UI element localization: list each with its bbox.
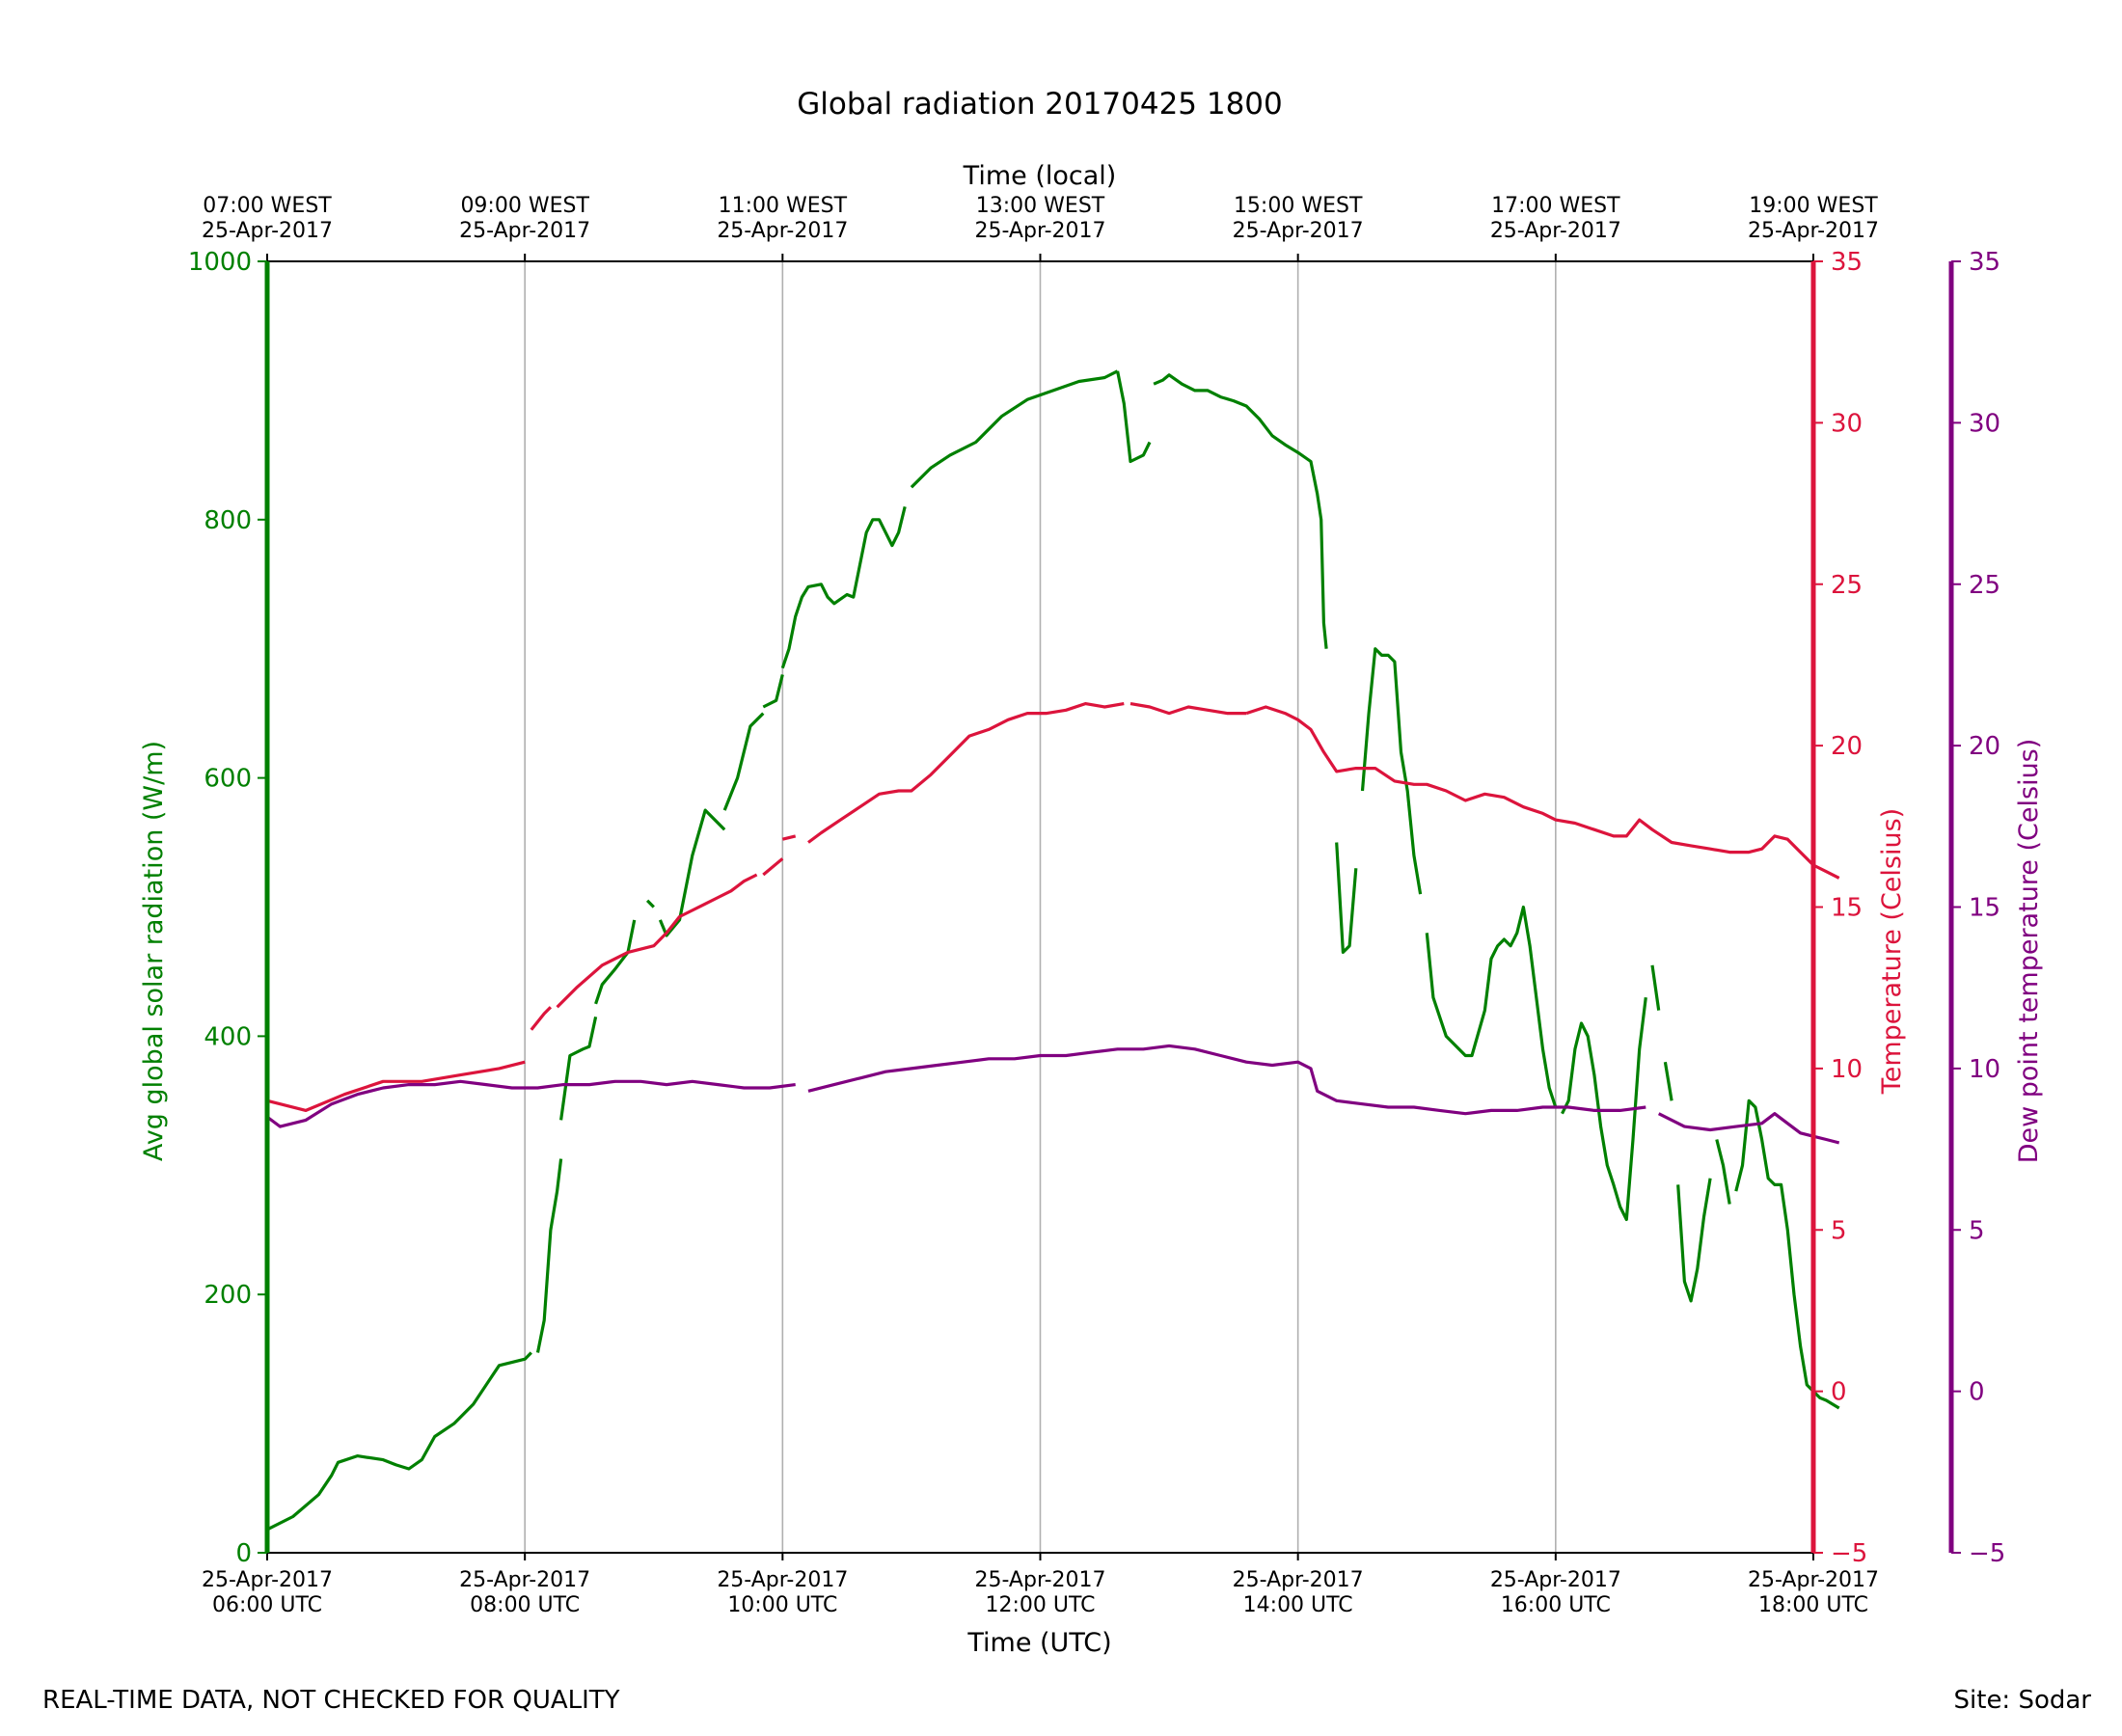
x-tick-label-top: 25-Apr-2017 — [1233, 219, 1364, 243]
temperature-tick-label: −5 — [1831, 1539, 1867, 1568]
x-tick-label-bottom: 10:00 UTC — [727, 1593, 837, 1617]
dewpoint-tick-label: 30 — [1969, 409, 2000, 438]
x-tick-label-top: 11:00 WEST — [719, 194, 848, 218]
x-tick-label-bottom: 25-Apr-2017 — [974, 1568, 1105, 1592]
x-tick-label-top: 13:00 WEST — [976, 194, 1105, 218]
series-line-radiation — [658, 808, 726, 937]
dewpoint-tick-label: 10 — [1969, 1055, 2000, 1084]
x-tick-label-top: 19:00 WEST — [1749, 194, 1878, 218]
quality-disclaimer: REAL-TIME DATA, NOT CHECKED FOR QUALITY — [42, 1686, 620, 1715]
bottom-axis-label: Time (UTC) — [966, 1628, 1111, 1658]
temperature-tick-label: 10 — [1831, 1055, 1863, 1084]
series-line-radiation — [762, 674, 784, 709]
x-tick-label-bottom: 25-Apr-2017 — [202, 1568, 333, 1592]
series-line-radiation — [910, 369, 1119, 489]
series-line-temperature — [781, 834, 797, 841]
series-line-temperature — [762, 857, 784, 877]
dewpoint-tick-label: 0 — [1969, 1378, 1985, 1407]
grid-layer — [524, 261, 1557, 1553]
x-tick-label-top: 25-Apr-2017 — [459, 219, 590, 243]
series-line-radiation — [1650, 964, 1661, 1011]
series-line-radiation — [722, 712, 765, 811]
radiation-tick-label: 600 — [204, 765, 252, 794]
x-tick-label-top: 17:00 WEST — [1491, 194, 1620, 218]
x-tick-label-top: 15:00 WEST — [1234, 194, 1363, 218]
x-tick-label-top: 25-Apr-2017 — [202, 219, 333, 243]
series-line-temperature — [807, 702, 1125, 844]
series-line-radiation — [780, 506, 907, 669]
series-line-radiation — [535, 1158, 563, 1353]
series-line-radiation — [266, 1351, 532, 1532]
x-tick-label-bottom: 25-Apr-2017 — [459, 1568, 590, 1592]
x-tick-label-bottom: 16:00 UTC — [1501, 1593, 1611, 1617]
series-line-radiation — [1153, 373, 1328, 649]
dewpoint-tick-label: 25 — [1969, 571, 2000, 600]
x-tick-label-bottom: 18:00 UTC — [1758, 1593, 1868, 1617]
dewpoint-tick-label: 35 — [1969, 248, 2000, 277]
temperature-tick-label: 5 — [1831, 1216, 1847, 1245]
series-layer — [266, 369, 1840, 1532]
series-line-temperature — [1245, 705, 1840, 880]
radiation-tick-label: 1000 — [188, 248, 252, 277]
x-tick-label-bottom: 25-Apr-2017 — [1490, 1568, 1621, 1592]
series-line-dewpoint — [1657, 1112, 1840, 1145]
x-tick-label-top: 25-Apr-2017 — [974, 219, 1105, 243]
dewpoint-axis-label: Dew point temperature (Celsius) — [2014, 739, 2044, 1164]
series-line-temperature — [530, 1006, 553, 1031]
dewpoint-tick-label: −5 — [1969, 1539, 2005, 1568]
radiation-axis-label: Avg global solar radiation (W/m) — [139, 741, 169, 1161]
series-line-radiation — [1335, 842, 1358, 954]
x-tick-label-bottom: 25-Apr-2017 — [1748, 1568, 1879, 1592]
x-tick-label-top: 25-Apr-2017 — [1490, 219, 1621, 243]
dewpoint-tick-label: 5 — [1969, 1216, 1985, 1245]
series-line-temperature — [1129, 702, 1247, 716]
x-tick-label-top: 25-Apr-2017 — [1748, 219, 1879, 243]
series-line-radiation — [1116, 370, 1152, 464]
x-tick-label-bottom: 08:00 UTC — [470, 1593, 580, 1617]
dewpoint-tick-label: 15 — [1969, 894, 2000, 923]
temperature-tick-label: 0 — [1831, 1378, 1847, 1407]
temperature-axis-label: Temperature (Celsius) — [1877, 808, 1907, 1095]
series-line-radiation — [559, 1016, 598, 1121]
temperature-tick-label: 30 — [1831, 409, 1863, 438]
series-line-radiation — [1663, 1061, 1673, 1101]
series-line-radiation — [1425, 905, 1558, 1108]
radiation-tick-label: 200 — [204, 1281, 252, 1310]
series-line-radiation — [594, 919, 637, 1005]
radiation-tick-label: 800 — [204, 506, 252, 535]
temperature-tick-label: 15 — [1831, 894, 1863, 923]
temperature-tick-label: 20 — [1831, 732, 1863, 761]
series-line-radiation — [1360, 647, 1423, 895]
radiation-tick-label: 400 — [204, 1022, 252, 1051]
series-line-dewpoint — [266, 1079, 796, 1128]
x-tick-label-bottom: 12:00 UTC — [985, 1593, 1095, 1617]
series-line-temperature — [266, 1060, 526, 1112]
top-axis-label: Time (local) — [963, 161, 1117, 191]
x-tick-label-bottom: 25-Apr-2017 — [717, 1568, 848, 1592]
series-line-radiation — [1715, 1139, 1731, 1205]
x-tick-label-bottom: 25-Apr-2017 — [1233, 1568, 1364, 1592]
x-tick-label-bottom: 14:00 UTC — [1243, 1593, 1353, 1617]
series-line-radiation — [645, 899, 655, 909]
temperature-tick-label: 25 — [1831, 571, 1863, 600]
chart-title: Global radiation 20170425 1800 — [797, 87, 1283, 122]
series-line-radiation — [1676, 1178, 1712, 1303]
x-tick-label-top: 25-Apr-2017 — [717, 219, 848, 243]
series-line-temperature — [556, 873, 758, 1009]
x-tick-label-bottom: 06:00 UTC — [212, 1593, 322, 1617]
series-line-radiation — [1734, 1099, 1840, 1410]
x-tick-label-top: 09:00 WEST — [460, 194, 589, 218]
site-label: Site: Sodar — [1953, 1686, 2091, 1715]
x-tick-label-top: 07:00 WEST — [203, 194, 332, 218]
series-line-radiation — [1561, 997, 1647, 1222]
radiation-tick-label: 0 — [235, 1539, 252, 1568]
temperature-tick-label: 35 — [1831, 248, 1863, 277]
series-line-dewpoint — [807, 1044, 1646, 1116]
dewpoint-tick-label: 20 — [1969, 732, 2000, 761]
